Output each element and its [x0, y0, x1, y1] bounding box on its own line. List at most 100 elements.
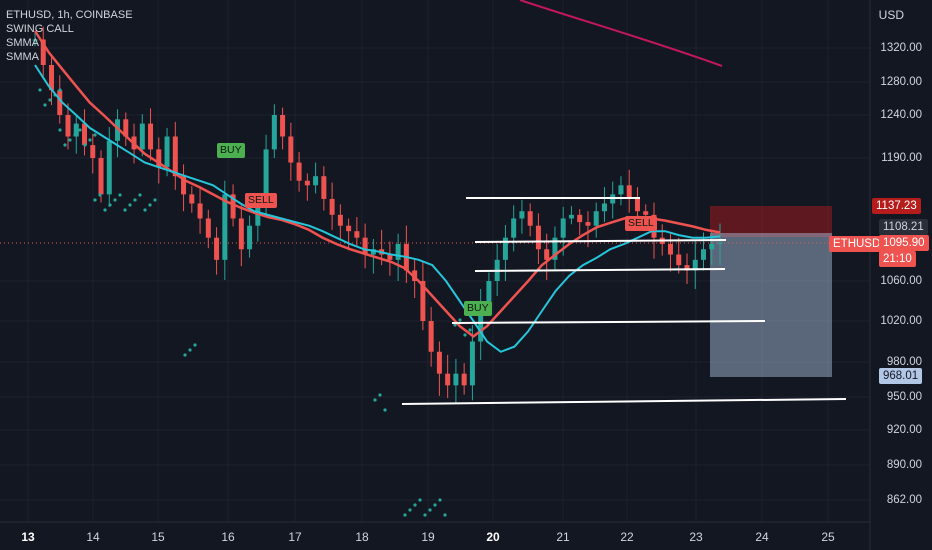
candle-body	[197, 203, 203, 219]
candle-body	[337, 214, 343, 226]
candle-body	[280, 115, 286, 137]
swing-dot	[433, 503, 437, 507]
candle-body	[643, 211, 649, 215]
sell-signal-label: SELL	[245, 193, 277, 208]
swing-dot	[148, 203, 152, 207]
swing-dot	[453, 323, 457, 327]
swing-dot	[418, 498, 422, 502]
swing-dot	[463, 333, 467, 337]
candle-body	[478, 301, 484, 342]
smma-long-line	[519, 0, 723, 67]
candle-body	[535, 225, 541, 250]
indicator-smma-2[interactable]: SMMA	[6, 51, 39, 63]
candle-body	[321, 176, 327, 199]
time-tick-label: 17	[288, 530, 302, 544]
candle-body	[296, 162, 302, 181]
swing-dot	[88, 138, 92, 142]
swing-dot	[443, 513, 447, 517]
swing-dot	[423, 513, 427, 517]
candle-body	[106, 140, 112, 195]
indicator-smma-1[interactable]: SMMA	[6, 37, 39, 49]
candle-body	[692, 259, 698, 271]
candle-body	[667, 243, 673, 255]
swing-dot	[108, 203, 112, 207]
swing-dot	[103, 208, 107, 212]
swing-dot	[93, 133, 97, 137]
candle-body	[329, 198, 335, 215]
candle-body	[73, 123, 79, 137]
time-tick-label: 20	[486, 530, 500, 544]
candle-body	[57, 90, 63, 115]
price-tick-label: 862.00	[886, 494, 922, 506]
swing-dot	[133, 198, 137, 202]
swing-dot	[98, 193, 102, 197]
candle-body	[156, 149, 162, 168]
countdown-badge: 21:10	[879, 251, 916, 267]
swing-dot	[83, 143, 87, 147]
candle-body	[222, 194, 228, 260]
candle-body	[593, 211, 599, 226]
price-tick-label: 1060.00	[880, 275, 922, 287]
candle-body	[544, 249, 550, 260]
candle-body	[304, 180, 310, 186]
candle-body	[354, 231, 360, 238]
currency-label[interactable]: USD	[878, 8, 904, 22]
swing-dot	[93, 198, 97, 202]
symbol-title[interactable]: ETHUSD, 1h, COINBASE	[6, 9, 133, 21]
swing-dot	[123, 208, 127, 212]
candle-body	[461, 373, 467, 386]
swing-dot	[188, 348, 192, 352]
price-tick-label: 1020.00	[880, 315, 922, 327]
price-tick-label: 1320.00	[880, 42, 922, 54]
candle-body	[387, 254, 393, 260]
price-tick-label: 950.00	[886, 391, 922, 403]
swing-dot	[153, 198, 157, 202]
time-tick-label: 13	[21, 530, 35, 544]
candle-body	[676, 254, 682, 266]
swing-dot	[38, 88, 42, 92]
candle-body	[205, 218, 211, 238]
entry-price-badge: 1108.21	[879, 219, 928, 235]
candle-body	[263, 149, 269, 204]
drawn-horizontal-line	[401, 398, 847, 405]
candle-body	[519, 211, 525, 219]
candle-body	[577, 214, 583, 223]
candle-body	[148, 123, 154, 150]
candle-body	[395, 243, 401, 260]
candle-body	[469, 341, 475, 386]
time-tick-label: 24	[755, 530, 769, 544]
swing-dot	[408, 508, 412, 512]
candle-body	[700, 249, 706, 260]
swing-dot	[428, 508, 432, 512]
sell-signal-label: SELL	[625, 216, 657, 231]
candle-body	[684, 265, 690, 271]
candle-body	[346, 225, 352, 232]
candle-body	[568, 214, 574, 219]
candle-body	[238, 218, 244, 250]
swing-dot	[138, 193, 142, 197]
indicator-swing-call[interactable]: SWING CALL	[6, 23, 74, 35]
swing-dot	[468, 328, 472, 332]
candle-body	[139, 123, 145, 150]
price-tick-label: 1280.00	[880, 76, 922, 88]
stop-price-badge: 1137.23	[872, 198, 921, 214]
candle-body	[552, 237, 558, 260]
candle-body	[172, 136, 178, 177]
swing-dot	[378, 393, 382, 397]
candle-body	[601, 203, 607, 212]
candle-body	[370, 249, 376, 255]
candle-body	[453, 373, 459, 386]
candle-body	[230, 194, 236, 219]
time-tick-label: 21	[556, 530, 570, 544]
stop-loss-zone	[710, 206, 832, 237]
candle-body	[247, 225, 253, 250]
take-profit-zone	[710, 233, 832, 377]
time-tick-label: 25	[821, 530, 835, 544]
smma-slow-line	[33, 30, 721, 338]
drawn-horizontal-line	[474, 239, 727, 243]
candle-body	[560, 218, 566, 238]
swing-dot	[413, 503, 417, 507]
price-tick-label: 1190.00	[881, 152, 922, 164]
swing-dot	[63, 143, 67, 147]
